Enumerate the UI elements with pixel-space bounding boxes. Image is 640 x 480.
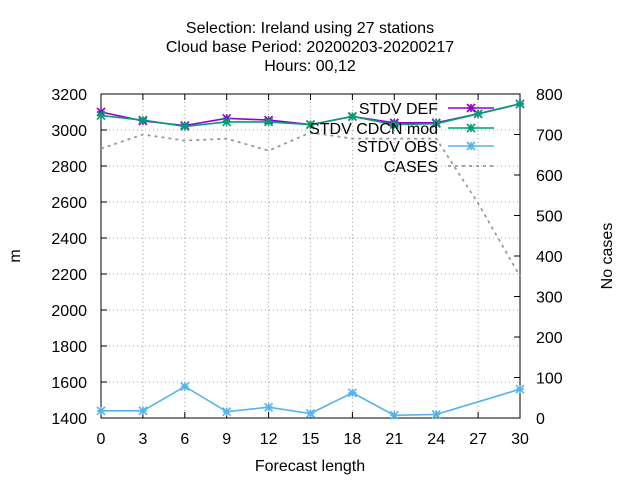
y2-tick-label: 300 — [536, 290, 563, 307]
data-point-stdv-cdcn-mod — [515, 99, 525, 109]
y-tick-label: 2600 — [51, 195, 87, 212]
data-point-stdv-cdcn-mod — [473, 109, 483, 119]
x-tick-label: 24 — [427, 431, 445, 448]
x-tick-label: 15 — [302, 431, 320, 448]
series-cases — [100, 131, 521, 277]
data-point-stdv-obs — [264, 402, 274, 412]
data-point-stdv-obs — [389, 410, 399, 420]
y-tick-label: 3200 — [51, 87, 87, 104]
y-tick-label: 1600 — [51, 375, 87, 392]
y2-tick-label: 700 — [536, 128, 563, 145]
y-tick-label: 2400 — [51, 231, 87, 248]
y-tick-label: 2800 — [51, 159, 87, 176]
x-tick-label: 30 — [511, 431, 529, 448]
data-point-stdv-obs — [305, 408, 316, 419]
x-tick-label: 12 — [260, 431, 278, 448]
grid — [101, 94, 520, 418]
y-tick-label: 1800 — [51, 339, 87, 356]
legend-label-stdv-obs: STDV OBS — [357, 139, 438, 156]
y2-tick-label: 0 — [536, 411, 545, 428]
data-point-stdv-cdcn-mod — [96, 111, 106, 121]
data-point-stdv-obs — [138, 406, 148, 416]
y-tick-label: 3000 — [51, 123, 87, 140]
series-stdv-cdcn-mod — [96, 99, 525, 131]
y2-tick-label: 800 — [536, 87, 563, 104]
y2-tick-label: 200 — [536, 330, 563, 347]
data-point-stdv-cdcn-mod — [264, 117, 274, 127]
data-point-stdv-cdcn-mod — [180, 121, 190, 131]
data-point-stdv-cdcn-mod — [138, 115, 148, 125]
y2-tick-label: 600 — [536, 168, 563, 185]
data-point-stdv-cdcn-mod — [389, 120, 399, 130]
y-tick-label: 2200 — [51, 267, 87, 284]
x-tick-label: 3 — [138, 431, 147, 448]
legend-marker-stdv-cdcn-mod — [466, 123, 476, 133]
legend-label-stdv-def: STDV DEF — [359, 101, 438, 118]
y2-axis-label: No cases — [599, 223, 616, 290]
data-point-stdv-obs — [431, 409, 441, 419]
y-axis-ticks: 1400 1600 1800 2000 2200 2400 2600 2800 3000 3200 — [51, 87, 107, 428]
x-tick-label: 27 — [469, 431, 487, 448]
chart-title-line-1: Selection: Ireland using 27 stations — [186, 20, 434, 37]
legend-label-cases: CASES — [384, 159, 438, 176]
x-tick-label: 0 — [97, 431, 106, 448]
y2-tick-label: 100 — [536, 371, 563, 388]
data-point-stdv-obs — [222, 407, 232, 417]
chart-title-line-2: Cloud base Period: 20200203-20200217 — [166, 39, 454, 56]
legend-marker-stdv-def — [466, 103, 476, 113]
series-line-cases — [100, 131, 521, 277]
legend-label-stdv-cdcn-mod: STDV CDCN mod — [309, 121, 438, 138]
x-tick-label: 18 — [344, 431, 362, 448]
series-line-stdv-obs — [101, 385, 521, 417]
y-tick-label: 1400 — [51, 411, 87, 428]
data-point-stdv-cdcn-mod — [347, 111, 357, 122]
series-stdv-obs — [96, 381, 525, 420]
data-point-stdv-cdcn-mod — [431, 119, 441, 129]
data-point-stdv-obs — [515, 384, 525, 394]
x-tick-label: 6 — [180, 431, 189, 448]
data-point-stdv-obs — [96, 406, 106, 416]
x-tick-label: 9 — [222, 431, 231, 448]
x-tick-label: 21 — [385, 431, 403, 448]
y-axis-label: m — [7, 249, 24, 262]
data-point-stdv-obs — [347, 388, 357, 398]
y2-axis-ticks: 0 100 200 300 400 500 600 700 800 — [514, 87, 563, 428]
series-layer — [96, 99, 525, 420]
data-point-stdv-cdcn-mod — [222, 117, 232, 127]
x-axis-ticks: 0 3 6 9 12 15 18 21 24 27 30 — [97, 94, 529, 448]
x-axis-label: Forecast length — [255, 458, 365, 475]
data-point-stdv-cdcn-mod — [305, 120, 316, 130]
y2-tick-label: 400 — [536, 249, 563, 266]
y2-tick-label: 500 — [536, 209, 563, 226]
legend-marker-stdv-obs — [466, 141, 476, 151]
y-tick-label: 2000 — [51, 303, 87, 320]
chart-title-line-3: Hours: 00,12 — [264, 58, 356, 75]
data-point-stdv-obs — [180, 381, 190, 392]
